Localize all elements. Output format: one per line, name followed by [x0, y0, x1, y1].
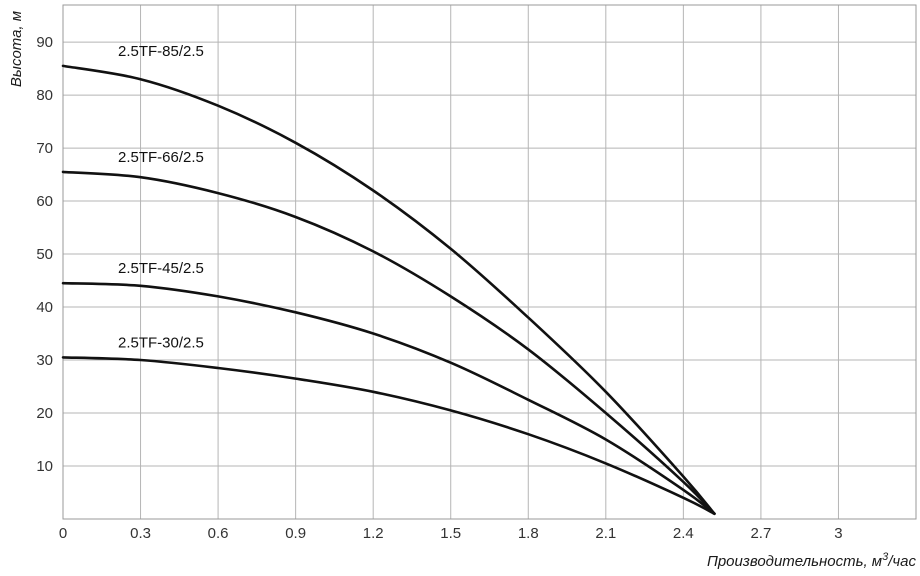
- series-label: 2.5TF-85/2.5: [118, 43, 204, 60]
- x-axis-title-main: Производительность, м: [707, 553, 882, 570]
- y-tick-label: 30: [36, 352, 53, 369]
- x-tick-label: 2.1: [595, 525, 616, 542]
- series-line: [61, 170, 716, 515]
- x-tick-label: 0.6: [208, 525, 229, 542]
- series-lines: [61, 64, 716, 515]
- series-label: 2.5TF-45/2.5: [118, 260, 204, 277]
- y-tick-label: 70: [36, 140, 53, 157]
- x-axis-title-sup: 3: [882, 551, 889, 563]
- series-line: [61, 64, 716, 515]
- series-line: [61, 356, 716, 515]
- x-axis-title-tail: /час: [887, 553, 916, 570]
- y-tick-label: 40: [36, 299, 53, 316]
- x-tick-label: 3: [834, 525, 842, 542]
- y-tick-label: 20: [36, 405, 53, 422]
- x-tick-label: 1.5: [440, 525, 461, 542]
- x-axis-title: Производительность, м3/час: [707, 551, 917, 570]
- y-tick-label: 10: [36, 458, 53, 475]
- y-axis-ticks: 10 20 30 40 50 60 70 80 90: [36, 34, 53, 475]
- plot-frame: [62, 4, 917, 520]
- grid: [63, 5, 916, 519]
- x-tick-label: 1.2: [363, 525, 384, 542]
- series-label: 2.5TF-66/2.5: [118, 149, 204, 166]
- x-tick-label: 2.4: [673, 525, 694, 542]
- y-tick-label: 50: [36, 246, 53, 263]
- series-labels: 2.5TF-85/2.5 2.5TF-66/2.5 2.5TF-45/2.5 2.5T…: [118, 43, 204, 351]
- y-tick-label: 90: [36, 34, 53, 51]
- y-axis-title: Высота, м: [8, 11, 25, 87]
- y-tick-label: 80: [36, 87, 53, 104]
- series-label: 2.5TF-30/2.5: [118, 334, 204, 351]
- y-tick-label: 60: [36, 193, 53, 210]
- x-tick-label: 0.9: [285, 525, 306, 542]
- x-tick-label: 0.3: [130, 525, 151, 542]
- x-tick-label: 2.7: [750, 525, 771, 542]
- x-axis-ticks: 0 0.3 0.6 0.9 1.2 1.5 1.8 2.1 2.4 2.7 3: [59, 525, 843, 542]
- x-tick-label: 0: [59, 525, 67, 542]
- series-line: [61, 281, 716, 515]
- x-tick-label: 1.8: [518, 525, 539, 542]
